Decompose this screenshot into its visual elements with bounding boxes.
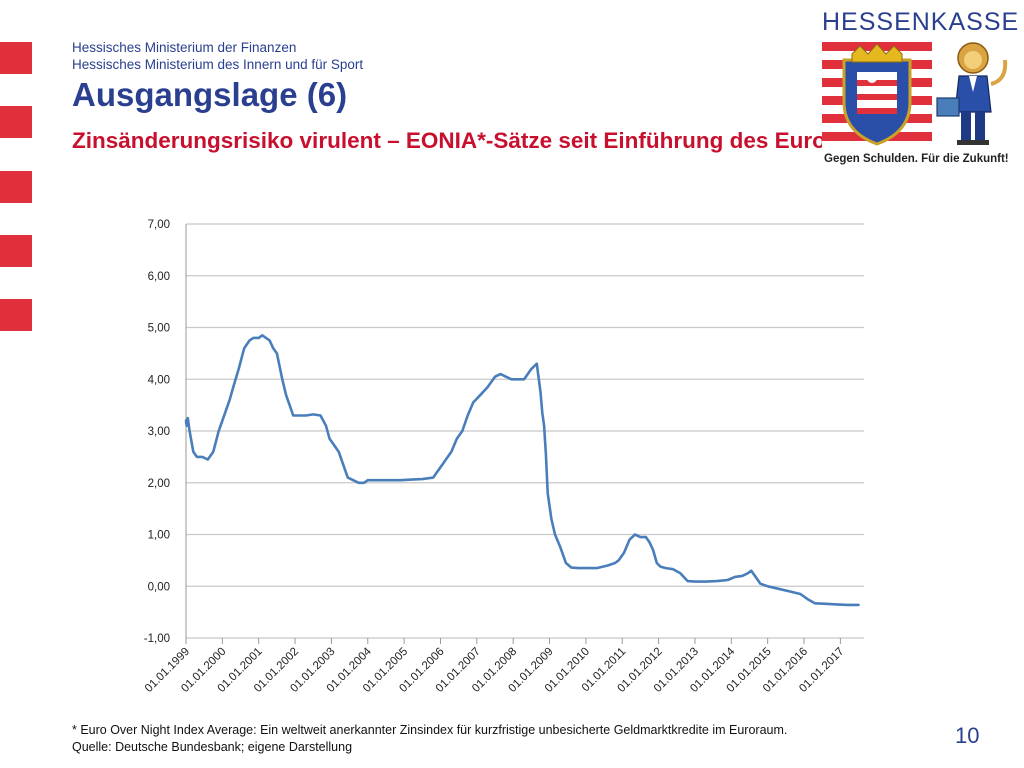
- y-tick-label: 4,00: [148, 374, 170, 386]
- side-decoration-block: [0, 235, 32, 267]
- side-decoration-block: [0, 299, 32, 331]
- y-tick-label: 2,00: [148, 478, 170, 490]
- y-tick-label: 1,00: [148, 530, 170, 542]
- y-tick-label: 3,00: [148, 426, 170, 438]
- source-note: Quelle: Deutsche Bundesbank; eigene Dars…: [72, 740, 353, 754]
- hessenkasse-wordmark: HESSENKASSE: [822, 8, 1020, 36]
- eonia-series-line: [184, 334, 860, 607]
- y-tick-label: 7,00: [148, 219, 170, 231]
- page-subtitle: Zinsänderungsrisiko virulent – EONIA*-Sä…: [72, 128, 826, 153]
- y-tick-label: -1,00: [144, 633, 170, 645]
- footnote-text: * Euro Over Night Index Average: Ein wel…: [72, 723, 788, 737]
- side-decoration-block: [0, 106, 32, 138]
- page-title: Ausgangslage (6): [72, 76, 348, 113]
- ministry-line-interior: Hessisches Ministerium des Innern und fü…: [72, 57, 364, 72]
- footnote: * Euro Over Night Index Average: Ein wel…: [72, 722, 787, 756]
- side-decoration-block: [0, 42, 32, 74]
- hessen-coat-of-arms-icon: [822, 40, 932, 148]
- lion-mascot-icon: [936, 42, 1008, 145]
- hessenkasse-tagline: Gegen Schulden. Für die Zukunft!: [824, 153, 1009, 165]
- side-decoration-block: [0, 171, 32, 203]
- y-tick-label: 6,00: [148, 271, 170, 283]
- y-tick-label: 0,00: [148, 581, 170, 593]
- ministry-line-finance: Hessisches Ministerium der Finanzen: [72, 40, 297, 55]
- y-tick-label: 5,00: [148, 323, 170, 335]
- page-number: 10: [955, 723, 980, 748]
